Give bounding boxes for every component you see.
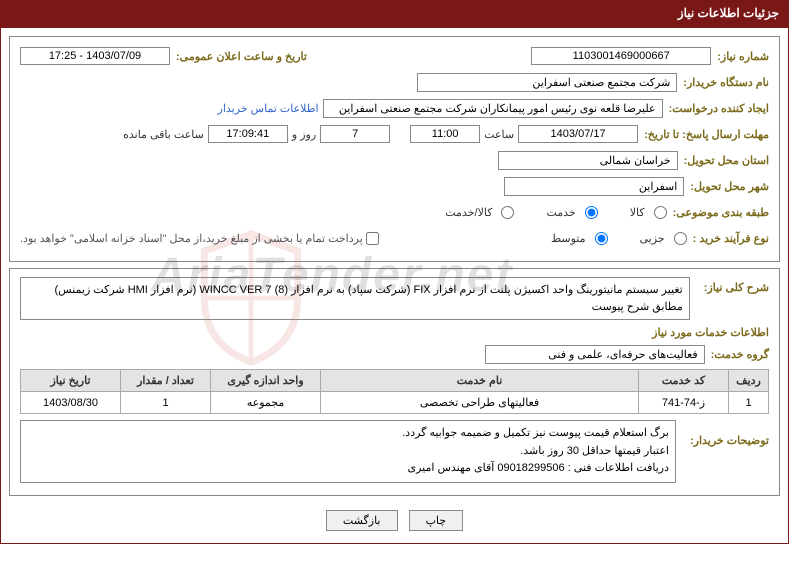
payment-checkbox[interactable]: [366, 232, 379, 245]
requester-field: علیرضا قلعه نوی رئیس امور پیمانکاران شرک…: [323, 99, 663, 118]
radio-service-label: خدمت: [546, 206, 575, 219]
overall-desc-field: تغییر سیستم مانیتورینگ واحد اکسیژن پلنت …: [20, 277, 690, 320]
deliver-city-field: اسفراین: [504, 177, 684, 196]
days-field: 7: [320, 125, 390, 143]
reply-date-field: 1403/07/17: [518, 125, 638, 143]
radio-goods[interactable]: [654, 206, 667, 219]
radio-both-label: کالا/خدمت: [445, 206, 492, 219]
buyer-notes-line2: اعتبار قیمتها حداقل 30 روز باشد.: [27, 443, 669, 461]
buyer-org-field: شرکت مجتمع صنعتی اسفراین: [417, 73, 677, 92]
radio-minor-label: جزیی: [640, 232, 665, 245]
reply-deadline-label: مهلت ارسال پاسخ: تا تاریخ:: [644, 128, 769, 141]
contact-link[interactable]: اطلاعات تماس خریدار: [218, 102, 319, 115]
radio-goods-label: کالا: [630, 206, 645, 219]
need-number-label: شماره نیاز:: [717, 50, 769, 63]
purchase-process-radios: جزیی متوسط: [551, 232, 687, 245]
td-name: فعالیتهای طراحی تخصصی: [321, 392, 639, 414]
th-unit: واحد اندازه گیری: [211, 370, 321, 392]
subject-class-radios: کالا خدمت کالا/خدمت: [445, 206, 666, 219]
th-qty: تعداد / مقدار: [121, 370, 211, 392]
back-button[interactable]: بازگشت: [326, 510, 398, 531]
button-row: چاپ بازگشت: [9, 502, 780, 535]
td-row: 1: [729, 392, 769, 414]
remain-time-field: 17:09:41: [208, 125, 288, 143]
requester-label: ایجاد کننده درخواست:: [669, 102, 769, 115]
payment-note: پرداخت تمام یا بخشی از مبلغ خرید،از محل …: [20, 232, 363, 245]
announce-field: 1403/07/09 - 17:25: [20, 47, 170, 65]
td-unit: مجموعه: [211, 392, 321, 414]
radio-service[interactable]: [585, 206, 598, 219]
subject-class-label: طبقه بندی موضوعی:: [673, 206, 769, 219]
services-table: ردیف کد خدمت نام خدمت واحد اندازه گیری ت…: [20, 369, 769, 414]
reply-time-field: 11:00: [410, 125, 480, 143]
buyer-org-label: نام دستگاه خریدار:: [683, 76, 769, 89]
th-name: نام خدمت: [321, 370, 639, 392]
need-number-field: 1103001469000667: [531, 47, 711, 65]
buyer-notes-line1: برگ استعلام قیمت پیوست نیز تکمیل و ضمیمه…: [27, 425, 669, 443]
th-date: تاریخ نیاز: [21, 370, 121, 392]
time-word: ساعت: [480, 128, 518, 141]
td-code: ز-74-741: [639, 392, 729, 414]
overall-desc-label: شرح کلی نیاز:: [704, 277, 769, 294]
radio-medium-label: متوسط: [551, 232, 586, 245]
remain-label: ساعت باقی مانده: [119, 128, 208, 141]
table-header-row: ردیف کد خدمت نام خدمت واحد اندازه گیری ت…: [21, 370, 769, 392]
outer-panel: AriaTender.net شماره نیاز: 1103001469000…: [0, 26, 789, 544]
print-button[interactable]: چاپ: [409, 510, 464, 531]
buyer-notes-label: توضیحات خریدار:: [690, 420, 769, 447]
services-heading: اطلاعات خدمات مورد نیاز: [20, 326, 769, 339]
title-bar: جزئیات اطلاعات نیاز: [0, 0, 789, 26]
buyer-notes-line3: دریافت اطلاعات فنی : 09018299506 آقای مه…: [27, 460, 669, 478]
page-title: جزئیات اطلاعات نیاز: [678, 6, 779, 20]
purchase-process-label: نوع فرآیند خرید :: [693, 232, 769, 245]
radio-minor[interactable]: [674, 232, 687, 245]
table-row: 1 ز-74-741 فعالیتهای طراحی تخصصی مجموعه …: [21, 392, 769, 414]
td-date: 1403/08/30: [21, 392, 121, 414]
service-group-field: فعالیت‌های حرفه‌ای، علمی و فنی: [485, 345, 705, 364]
th-row: ردیف: [729, 370, 769, 392]
td-qty: 1: [121, 392, 211, 414]
panel-basic-info: شماره نیاز: 1103001469000667 تاریخ و ساع…: [9, 36, 780, 262]
th-code: کد خدمت: [639, 370, 729, 392]
radio-both[interactable]: [501, 206, 514, 219]
panel-need-details: شرح کلی نیاز: تغییر سیستم مانیتورینگ واح…: [9, 268, 780, 496]
deliver-province-field: خراسان شمالی: [498, 151, 678, 170]
deliver-province-label: استان محل تحویل:: [684, 154, 769, 167]
service-group-label: گروه خدمت:: [711, 348, 769, 361]
deliver-city-label: شهر محل تحویل:: [690, 180, 769, 193]
buyer-notes-field: برگ استعلام قیمت پیوست نیز تکمیل و ضمیمه…: [20, 420, 676, 483]
days-and-word: روز و: [288, 128, 320, 141]
announce-label: تاریخ و ساعت اعلان عمومی:: [176, 50, 307, 63]
radio-medium[interactable]: [595, 232, 608, 245]
